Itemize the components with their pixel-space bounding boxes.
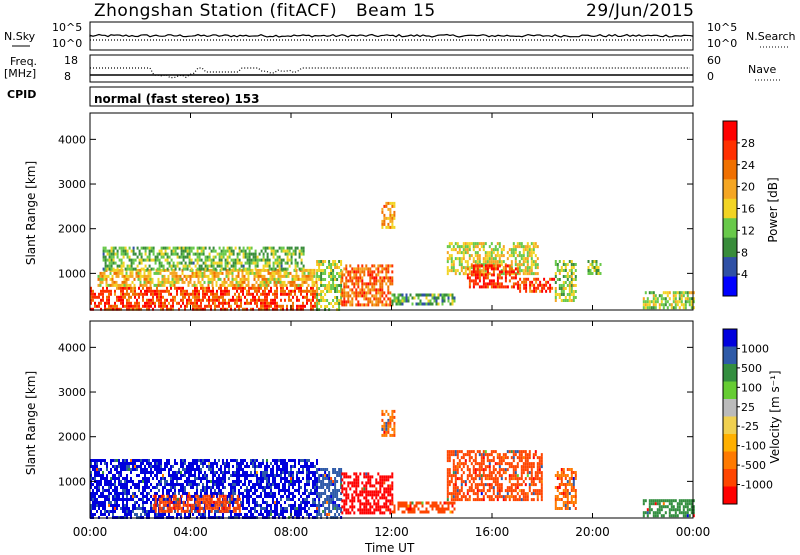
velocity-colorbar-tick-label: 500 — [741, 362, 762, 375]
power-echo-region — [588, 260, 602, 275]
power-colorbar-segment — [723, 160, 737, 180]
xtick-label: 00:00 — [676, 525, 711, 539]
velocity-colorbar-tick-label: -1000 — [741, 479, 773, 492]
nave-bottom-tick: 0 — [707, 70, 714, 83]
power-echo-region — [467, 264, 519, 288]
velocity-colorbar-segment — [723, 399, 737, 417]
cpid-value: normal (fast stereo) 153 — [94, 92, 260, 106]
velocity-colorbar-segment — [723, 487, 737, 505]
velocity-colorbar-segment — [723, 434, 737, 452]
power-colorbar-segment — [723, 199, 737, 219]
power-colorbar-label: Power [dB] — [766, 165, 780, 255]
velocity-colorbar-tick-label: -500 — [741, 459, 766, 472]
freq-top-tick: 18 — [64, 54, 78, 67]
velocity-colorbar-tick-label: -25 — [741, 420, 759, 433]
velocity-colorbar-segment — [723, 329, 737, 347]
velocity-ytick-label: 4000 — [58, 341, 86, 354]
velocity-ylabel: Slant Range [km] — [24, 368, 38, 478]
velocity-colorbar-segment — [723, 347, 737, 365]
power-echoes — [90, 202, 695, 311]
power-colorbar-segment — [723, 257, 737, 277]
nsearch-top-tick: 10^5 — [707, 21, 737, 34]
nsky-label: N.Sky — [4, 30, 35, 43]
velocity-colorbar-tick-label: 100 — [741, 381, 762, 394]
power-colorbar-segment — [723, 238, 737, 258]
beam-title: Beam 15 — [356, 1, 436, 21]
summary-panel-2 — [90, 55, 693, 82]
power-colorbar-tick-label: 28 — [741, 137, 755, 150]
xtick-label: 04:00 — [173, 525, 208, 539]
velocity-echo-region — [555, 468, 577, 510]
nsky-trace — [90, 35, 693, 37]
velocity-colorbar-tick-label: 1000 — [741, 342, 769, 355]
velocity-ytick-label: 3000 — [58, 386, 86, 399]
velocity-echo-region — [381, 410, 395, 437]
xtick-label: 08:00 — [274, 525, 309, 539]
power-echo-region — [381, 202, 395, 229]
power-ytick-label: 3000 — [58, 178, 86, 191]
velocity-echoes — [90, 410, 695, 519]
freq-unit: [MHz] — [4, 67, 36, 80]
power-colorbar-segment — [723, 218, 737, 238]
velocity-colorbar-tick-label: -100 — [741, 440, 766, 453]
power-colorbar-segment — [723, 121, 737, 141]
velocity-colorbar-label: Velocity [m s⁻¹] — [768, 362, 782, 472]
velocity-echo-region — [392, 502, 456, 514]
power-colorbar-tick-label: 20 — [741, 181, 755, 194]
power-colorbar-segment — [723, 277, 737, 297]
power-ytick-label: 1000 — [58, 267, 86, 280]
nsky-top-tick: 10^5 — [52, 21, 82, 34]
nsearch-bottom-tick: 10^0 — [707, 37, 737, 50]
velocity-ytick-label: 1000 — [58, 475, 86, 488]
power-echo-region — [341, 264, 393, 306]
power-colorbar-segment — [723, 179, 737, 199]
velocity-echo-region — [316, 468, 342, 519]
power-echo-region — [90, 287, 318, 311]
power-colorbar-tick-label: 24 — [741, 159, 755, 172]
power-echo-region — [98, 269, 318, 287]
xtick-label: 00:00 — [73, 525, 108, 539]
freq-bottom-tick: 8 — [64, 70, 71, 83]
date-title: 29/Jun/2015 — [586, 1, 694, 21]
nave-trace — [90, 68, 690, 78]
power-echo-region — [517, 278, 555, 293]
nsky-bottom-tick: 10^0 — [52, 37, 82, 50]
x-axis-label: Time UT — [365, 541, 414, 555]
power-colorbar-tick-label: 12 — [741, 224, 755, 237]
power-ytick-label: 4000 — [58, 133, 86, 146]
power-echo-region — [555, 260, 577, 302]
power-ytick-label: 2000 — [58, 223, 86, 236]
velocity-ytick-label: 2000 — [58, 431, 86, 444]
velocity-echo-region — [643, 499, 695, 517]
power-colorbar-tick-label: 16 — [741, 203, 755, 216]
power-colorbar-tick-label: 4 — [741, 268, 748, 281]
xtick-label: 16:00 — [475, 525, 510, 539]
xtick-label: 20:00 — [575, 525, 610, 539]
xtick-label: 12:00 — [374, 525, 409, 539]
station-title: Zhongshan Station (fitACF) — [94, 1, 337, 21]
power-colorbar-segment — [723, 140, 737, 160]
velocity-colorbar-segment — [723, 364, 737, 382]
velocity-colorbar-segment — [723, 469, 737, 487]
nsearch-label: N.Search — [746, 30, 796, 43]
nave-label: Nave — [748, 63, 776, 76]
power-colorbar-tick-label: 8 — [741, 246, 748, 259]
velocity-colorbar-segment — [723, 417, 737, 435]
power-echo-region — [316, 260, 342, 311]
velocity-echo-region — [447, 450, 543, 501]
velocity-colorbar-segment — [723, 382, 737, 400]
power-ylabel: Slant Range [km] — [24, 158, 38, 268]
cpid-label: CPID — [7, 88, 36, 101]
velocity-echo-region — [341, 472, 393, 514]
power-echo-region — [392, 294, 456, 306]
nave-top-tick: 60 — [707, 54, 721, 67]
velocity-colorbar-tick-label: 25 — [741, 401, 755, 414]
power-echo-region — [643, 291, 695, 309]
velocity-colorbar-segment — [723, 452, 737, 470]
power-echo-region — [103, 247, 305, 271]
